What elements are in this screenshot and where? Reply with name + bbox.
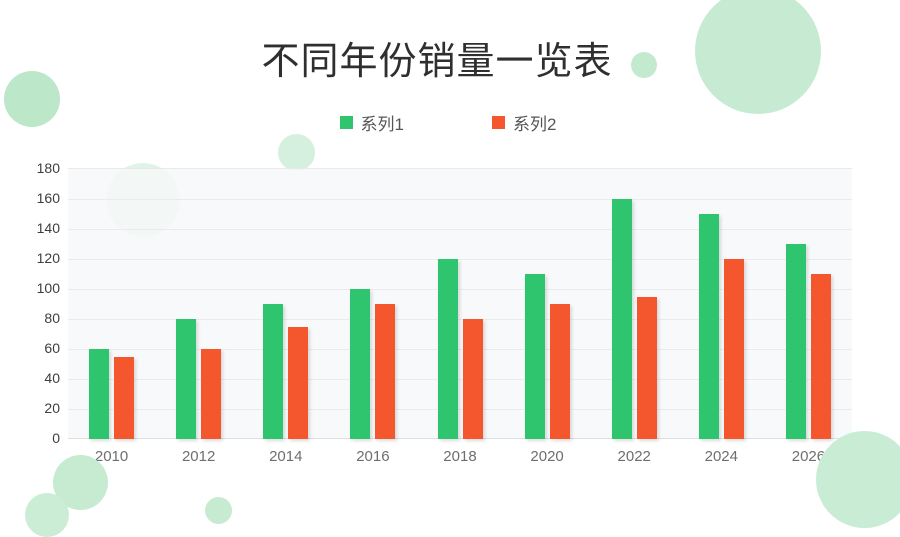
bar-series1-2022 [611,199,632,439]
x-tick-label-2020: 2020 [530,448,564,465]
gridline-160 [68,199,852,200]
bar-series2-2020 [549,304,570,439]
decor-circle-bottom-edge-left [25,493,69,537]
x-tick-label-2014: 2014 [269,448,303,465]
decor-circle-top-right-small [631,52,657,78]
bar-series2-2024 [723,259,744,439]
decor-circle-bottom-edge-mid [205,497,232,524]
bar-series2-2026 [810,274,831,439]
y-tick-label-20: 20 [44,400,60,416]
gridline-40 [68,379,852,380]
y-tick-label-80: 80 [44,310,60,326]
decor-circle-top-right-large [695,0,821,114]
x-tick-label-2012: 2012 [181,448,216,465]
bar-series2-2016 [375,304,396,439]
chart-legend: 系列1 系列2 [0,110,896,135]
y-tick-label-60: 60 [44,340,60,356]
bar-series1-2010 [89,349,110,439]
bar-series2-2010 [114,356,135,439]
bar-series2-2012 [201,349,222,439]
bar-series1-2012 [176,319,197,439]
decor-circle-bottom-right [816,431,900,528]
legend-item-series2: 系列2 [492,110,556,135]
y-tick-label-180: 180 [36,160,60,176]
series2-swatch-icon [492,116,505,129]
x-tick-label-2016: 2016 [356,448,390,465]
gridline-140 [68,229,852,230]
y-tick-label-0: 0 [52,430,60,446]
bar-series1-2018 [437,259,458,439]
bar-series2-2014 [288,326,309,439]
legend-label-series2: 系列2 [513,115,557,134]
x-tick-label-2024: 2024 [704,448,738,465]
x-tick-label-2010: 2010 [94,448,129,465]
gridline-120 [68,259,852,260]
y-tick-label-160: 160 [36,190,60,206]
gridline-80 [68,319,852,320]
x-axis-line [68,438,852,439]
bar-series1-2020 [524,274,545,439]
bar-series2-2018 [462,319,483,439]
legend-label-series1: 系列1 [360,115,404,134]
decor-circle-top-left [4,71,60,127]
chart-title: 不同年份销量一览表 [261,41,613,83]
bar-series1-2026 [785,244,806,439]
plot-area [68,168,852,439]
x-tick-label-2022: 2022 [617,448,651,465]
x-tick-label-2026: 2026 [791,448,826,465]
gridline-60 [68,349,852,350]
x-tick-label-2018: 2018 [443,448,477,465]
y-tick-label-120: 120 [36,250,60,266]
bar-series1-2024 [698,214,719,439]
y-tick-label-140: 140 [36,220,60,236]
series1-swatch-icon [339,116,353,129]
bar-series1-2016 [350,289,371,439]
bar-series1-2014 [263,304,284,439]
gridline-100 [68,289,852,290]
y-tick-label-100: 100 [36,280,60,296]
gridline-20 [68,409,852,410]
decor-circle-legend-left [278,134,315,171]
legend-item-series1: 系列1 [339,110,404,135]
y-tick-label-40: 40 [44,370,60,386]
bar-series2-2022 [636,296,657,439]
